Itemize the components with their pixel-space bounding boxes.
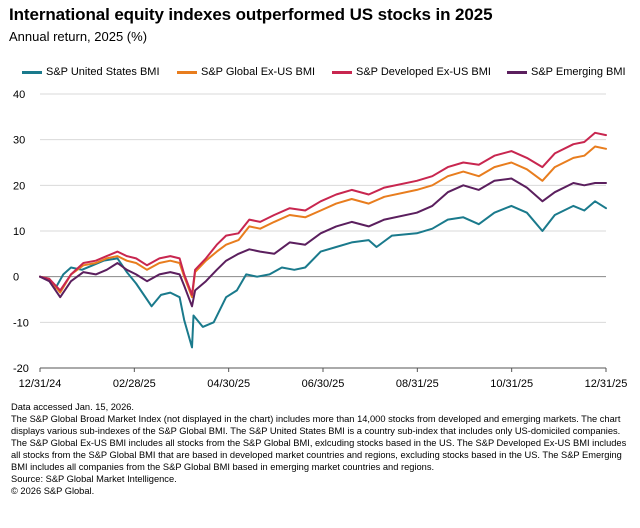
legend-label-emerging-bmi: S&P Emerging BMI (531, 66, 626, 78)
line-chart: -20 -10 0 10 20 30 40 12/31/24 02/28/25 04/30/25 0… (13, 89, 628, 390)
series-line-united-states-bmi (39, 200, 607, 349)
x-tick-label: 12/31/24 (19, 378, 62, 390)
x-tick-label: 12/31/25 (585, 378, 628, 390)
legend-swatch-us-bmi (22, 70, 42, 74)
legend-item-us-bmi: S&P United States BMI (22, 66, 160, 78)
chart-title: International equity indexes outperforme… (9, 5, 493, 24)
y-tick-label: 0 (13, 272, 19, 284)
series-line-global-ex-us-bmi (39, 145, 607, 299)
x-tick-label: 02/28/25 (113, 378, 156, 390)
chart-legend: S&P United States BMI S&P Global Ex-US B… (22, 66, 640, 82)
chart-subtitle: Annual return, 2025 (%) (9, 29, 148, 44)
y-tick-label: 20 (13, 180, 25, 192)
series-line-emerging-bmi (39, 177, 607, 308)
y-tick-label: 10 (13, 226, 25, 238)
chart-notes: Data accessed Jan. 15, 2026. The S&P Glo… (11, 401, 635, 497)
x-tick-label: 10/31/25 (490, 378, 533, 390)
x-tick-label: 08/31/25 (396, 378, 439, 390)
y-tick-label: -10 (13, 317, 29, 329)
x-tick-label: 04/30/25 (207, 378, 250, 390)
legend-item-emerging-bmi: S&P Emerging BMI (507, 66, 626, 78)
x-tick-label: 06/30/25 (302, 378, 345, 390)
y-tick-label: 30 (13, 135, 25, 147)
note-copyright: © 2026 S&P Global. (11, 486, 95, 496)
legend-swatch-emerging-bmi (507, 70, 527, 74)
legend-label-global-ex-us-bmi: S&P Global Ex-US BMI (201, 66, 316, 78)
note-description: The S&P Global Broad Market Index (not d… (11, 414, 627, 472)
series-line-developed-ex-us-bmi (39, 131, 607, 296)
legend-swatch-global-ex-us-bmi (177, 70, 197, 74)
note-source: Source: S&P Global Market Intelligence. (11, 474, 177, 484)
legend-item-global-ex-us-bmi: S&P Global Ex-US BMI (177, 66, 315, 78)
y-tick-label: -20 (13, 363, 29, 375)
legend-item-developed-ex-us-bmi: S&P Developed Ex-US BMI (332, 66, 491, 78)
legend-label-us-bmi: S&P United States BMI (46, 66, 160, 78)
legend-label-developed-ex-us-bmi: S&P Developed Ex-US BMI (356, 66, 491, 78)
y-tick-label: 40 (13, 89, 25, 101)
legend-swatch-developed-ex-us-bmi (332, 70, 352, 74)
note-data-accessed: Data accessed Jan. 15, 2026. (11, 402, 135, 412)
